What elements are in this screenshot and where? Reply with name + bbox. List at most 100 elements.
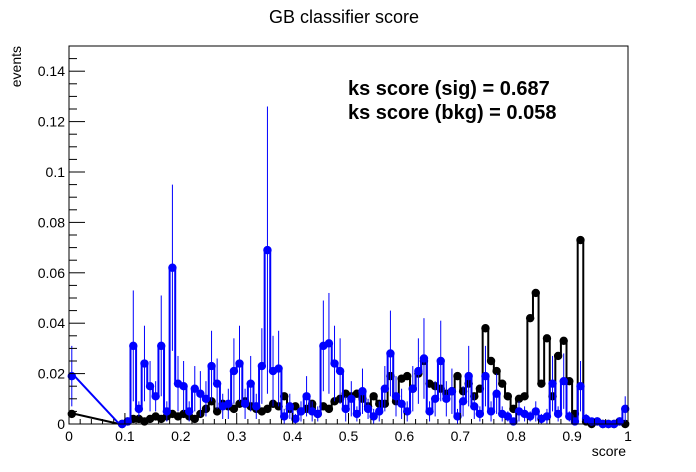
data-point [553,351,563,361]
data-point [419,354,429,363]
x-tick-label: 0.6 [395,428,415,444]
y-tick-label: 0.1 [46,164,66,180]
data-point [475,409,485,419]
data-point [559,336,568,346]
data-point [201,394,211,403]
data-point [313,409,322,419]
data-point [525,412,535,421]
ks-score-sig-annotation: ks score (sig) = 0.687 [348,78,550,100]
y-axis-label: events [8,46,24,87]
data-point [503,392,513,401]
x-tick-label: 1 [624,428,632,444]
y-tick-label: 0.14 [38,63,65,79]
x-tick-label: 0.5 [339,428,359,444]
data-point [486,356,496,366]
x-tick-label: 0.7 [451,428,471,444]
data-point [257,361,267,371]
data-point [453,371,462,381]
axes-layer: 0 0.1 0.2 0.3 0.4 0.5 0.6 0.7 0.8 0.9 1 0 0.02 0.04 0.… [38,58,632,444]
chart-title: GB classifier score [269,7,419,27]
x-tick-label: 0 [65,428,73,444]
data-point [190,384,199,393]
data-point [134,404,144,414]
data-point [576,382,585,391]
data-point [358,387,367,396]
y-tick-label: 0.06 [38,265,65,281]
data-point [531,407,540,416]
data-point [425,407,434,416]
data-point [151,392,160,401]
data-point [498,379,507,388]
data-point [453,412,462,421]
data-point [537,379,546,388]
data-point [302,392,311,401]
data-point [430,394,440,403]
data-point [548,379,557,388]
data-point [285,402,295,411]
data-point [246,379,255,388]
data-point [145,382,155,391]
data-point [324,339,334,348]
data-point [414,366,423,376]
data-point [363,404,373,414]
y-tick-label: 0.12 [38,114,65,130]
data-point [252,402,261,411]
data-point [240,399,250,409]
series-layer [67,106,630,429]
data-point [212,407,222,416]
data-point [335,366,345,376]
data-point [520,392,529,401]
data-point [263,245,272,255]
data-point [503,412,513,421]
data-point [436,356,445,366]
data-point [486,407,496,416]
y-tick-label: 0 [57,416,65,432]
data-point [263,404,272,414]
data-point [464,371,473,381]
data-point [621,404,630,414]
data-point [229,366,239,376]
data-point [224,399,233,409]
data-point [481,324,490,333]
y-tick-label: 0.04 [38,315,65,331]
data-point [553,409,563,419]
series-1 [67,106,630,429]
data-point [576,235,585,245]
data-point [129,341,138,351]
x-tick-label: 0.3 [227,428,247,444]
data-point [369,392,378,401]
data-point [375,407,384,416]
data-point [391,392,401,401]
data-point [402,371,412,381]
data-point [296,407,306,416]
data-point [380,384,390,393]
data-point [559,376,568,386]
ks-score-bkg-annotation: ks score (bkg) = 0.058 [348,102,556,124]
data-point [447,387,457,396]
x-tick-label: 0.4 [283,428,303,444]
data-point [408,384,417,393]
data-point [341,404,350,414]
data-point [347,394,356,403]
data-point [162,407,172,416]
data-point [542,334,552,343]
data-point [386,349,395,358]
data-point [324,404,334,414]
data-point [190,414,199,424]
data-point [458,397,468,406]
y-tick-label: 0.02 [38,366,65,382]
x-axis-label: score [592,443,626,459]
x-tick-label: 0.2 [171,428,191,444]
data-point [274,364,283,373]
data-point [235,359,244,368]
data-point [442,394,451,403]
data-point [330,359,339,368]
data-point [492,389,501,398]
data-point [352,409,362,419]
data-point [531,288,540,298]
data-point [542,412,552,421]
data-point [402,407,412,416]
data-point [280,412,289,421]
data-point [168,263,177,272]
data-point [397,399,406,409]
